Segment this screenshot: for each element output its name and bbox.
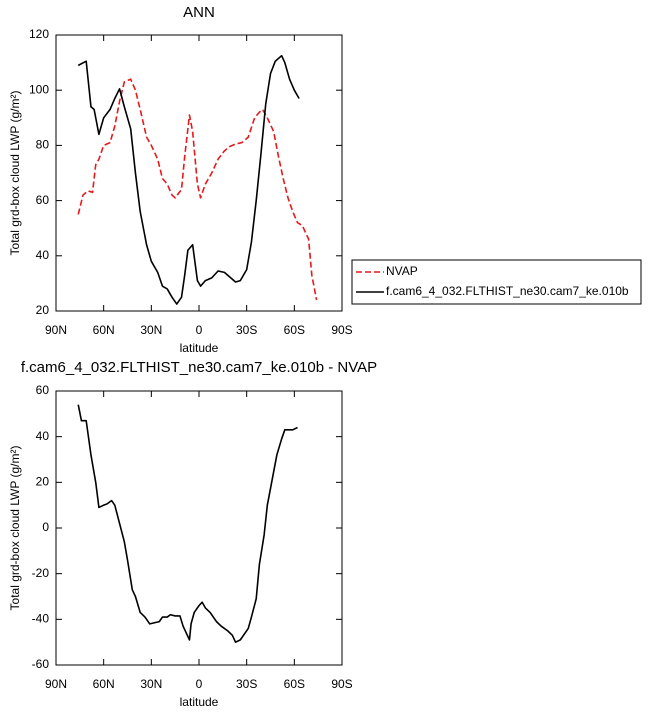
legend-box xyxy=(351,259,642,305)
x-tick-label: 60S xyxy=(284,323,305,337)
plot-frame xyxy=(55,34,343,312)
data-line xyxy=(77,404,298,643)
x-tick-label: 90S xyxy=(331,677,352,691)
x-tick-label: 0 xyxy=(196,677,203,691)
y-tick-label: 80 xyxy=(36,138,50,152)
x-tick-label: 0 xyxy=(196,323,203,337)
data-line xyxy=(77,78,318,301)
x-tick-label: 90N xyxy=(45,323,67,337)
x-tick-label: 90N xyxy=(45,677,67,691)
data-line xyxy=(77,54,300,305)
y-tick-label: 100 xyxy=(29,82,49,96)
y-tick-label: -20 xyxy=(32,566,50,580)
y-tick-label: 40 xyxy=(36,429,50,443)
y-tick-label: 60 xyxy=(36,383,50,397)
y-axis-label: Total grd-box cloud LWP (g/m²) xyxy=(8,446,22,611)
x-axis-label: latitude xyxy=(180,341,219,355)
x-tick-label: 60S xyxy=(284,677,305,691)
x-tick-label: 30S xyxy=(236,323,257,337)
y-tick-label: 120 xyxy=(29,27,49,41)
x-tick-label: 60N xyxy=(93,323,115,337)
legend-label: NVAP xyxy=(386,264,418,278)
chart-title: ANN xyxy=(183,4,215,21)
chart-title: f.cam6_4_032.FLTHIST_ne30.cam7_ke.010b -… xyxy=(21,359,377,376)
x-tick-label: 60N xyxy=(93,677,115,691)
y-axis-label: Total grd-box cloud LWP (g/m²) xyxy=(8,91,22,256)
y-tick-label: 40 xyxy=(36,248,50,262)
y-tick-label: 20 xyxy=(36,303,50,317)
x-tick-label: 90S xyxy=(331,323,352,337)
x-tick-label: 30N xyxy=(140,677,162,691)
y-tick-label: -60 xyxy=(32,657,50,671)
x-axis-label: latitude xyxy=(180,695,219,709)
x-tick-label: 30S xyxy=(236,677,257,691)
y-tick-label: 0 xyxy=(42,520,49,534)
x-tick-label: 30N xyxy=(140,323,162,337)
y-tick-label: 20 xyxy=(36,475,50,489)
y-tick-label: 60 xyxy=(36,193,50,207)
legend-label: f.cam6_4_032.FLTHIST_ne30.cam7_ke.010b xyxy=(386,284,629,298)
y-tick-label: -40 xyxy=(32,612,50,626)
plot-frame xyxy=(55,390,343,666)
